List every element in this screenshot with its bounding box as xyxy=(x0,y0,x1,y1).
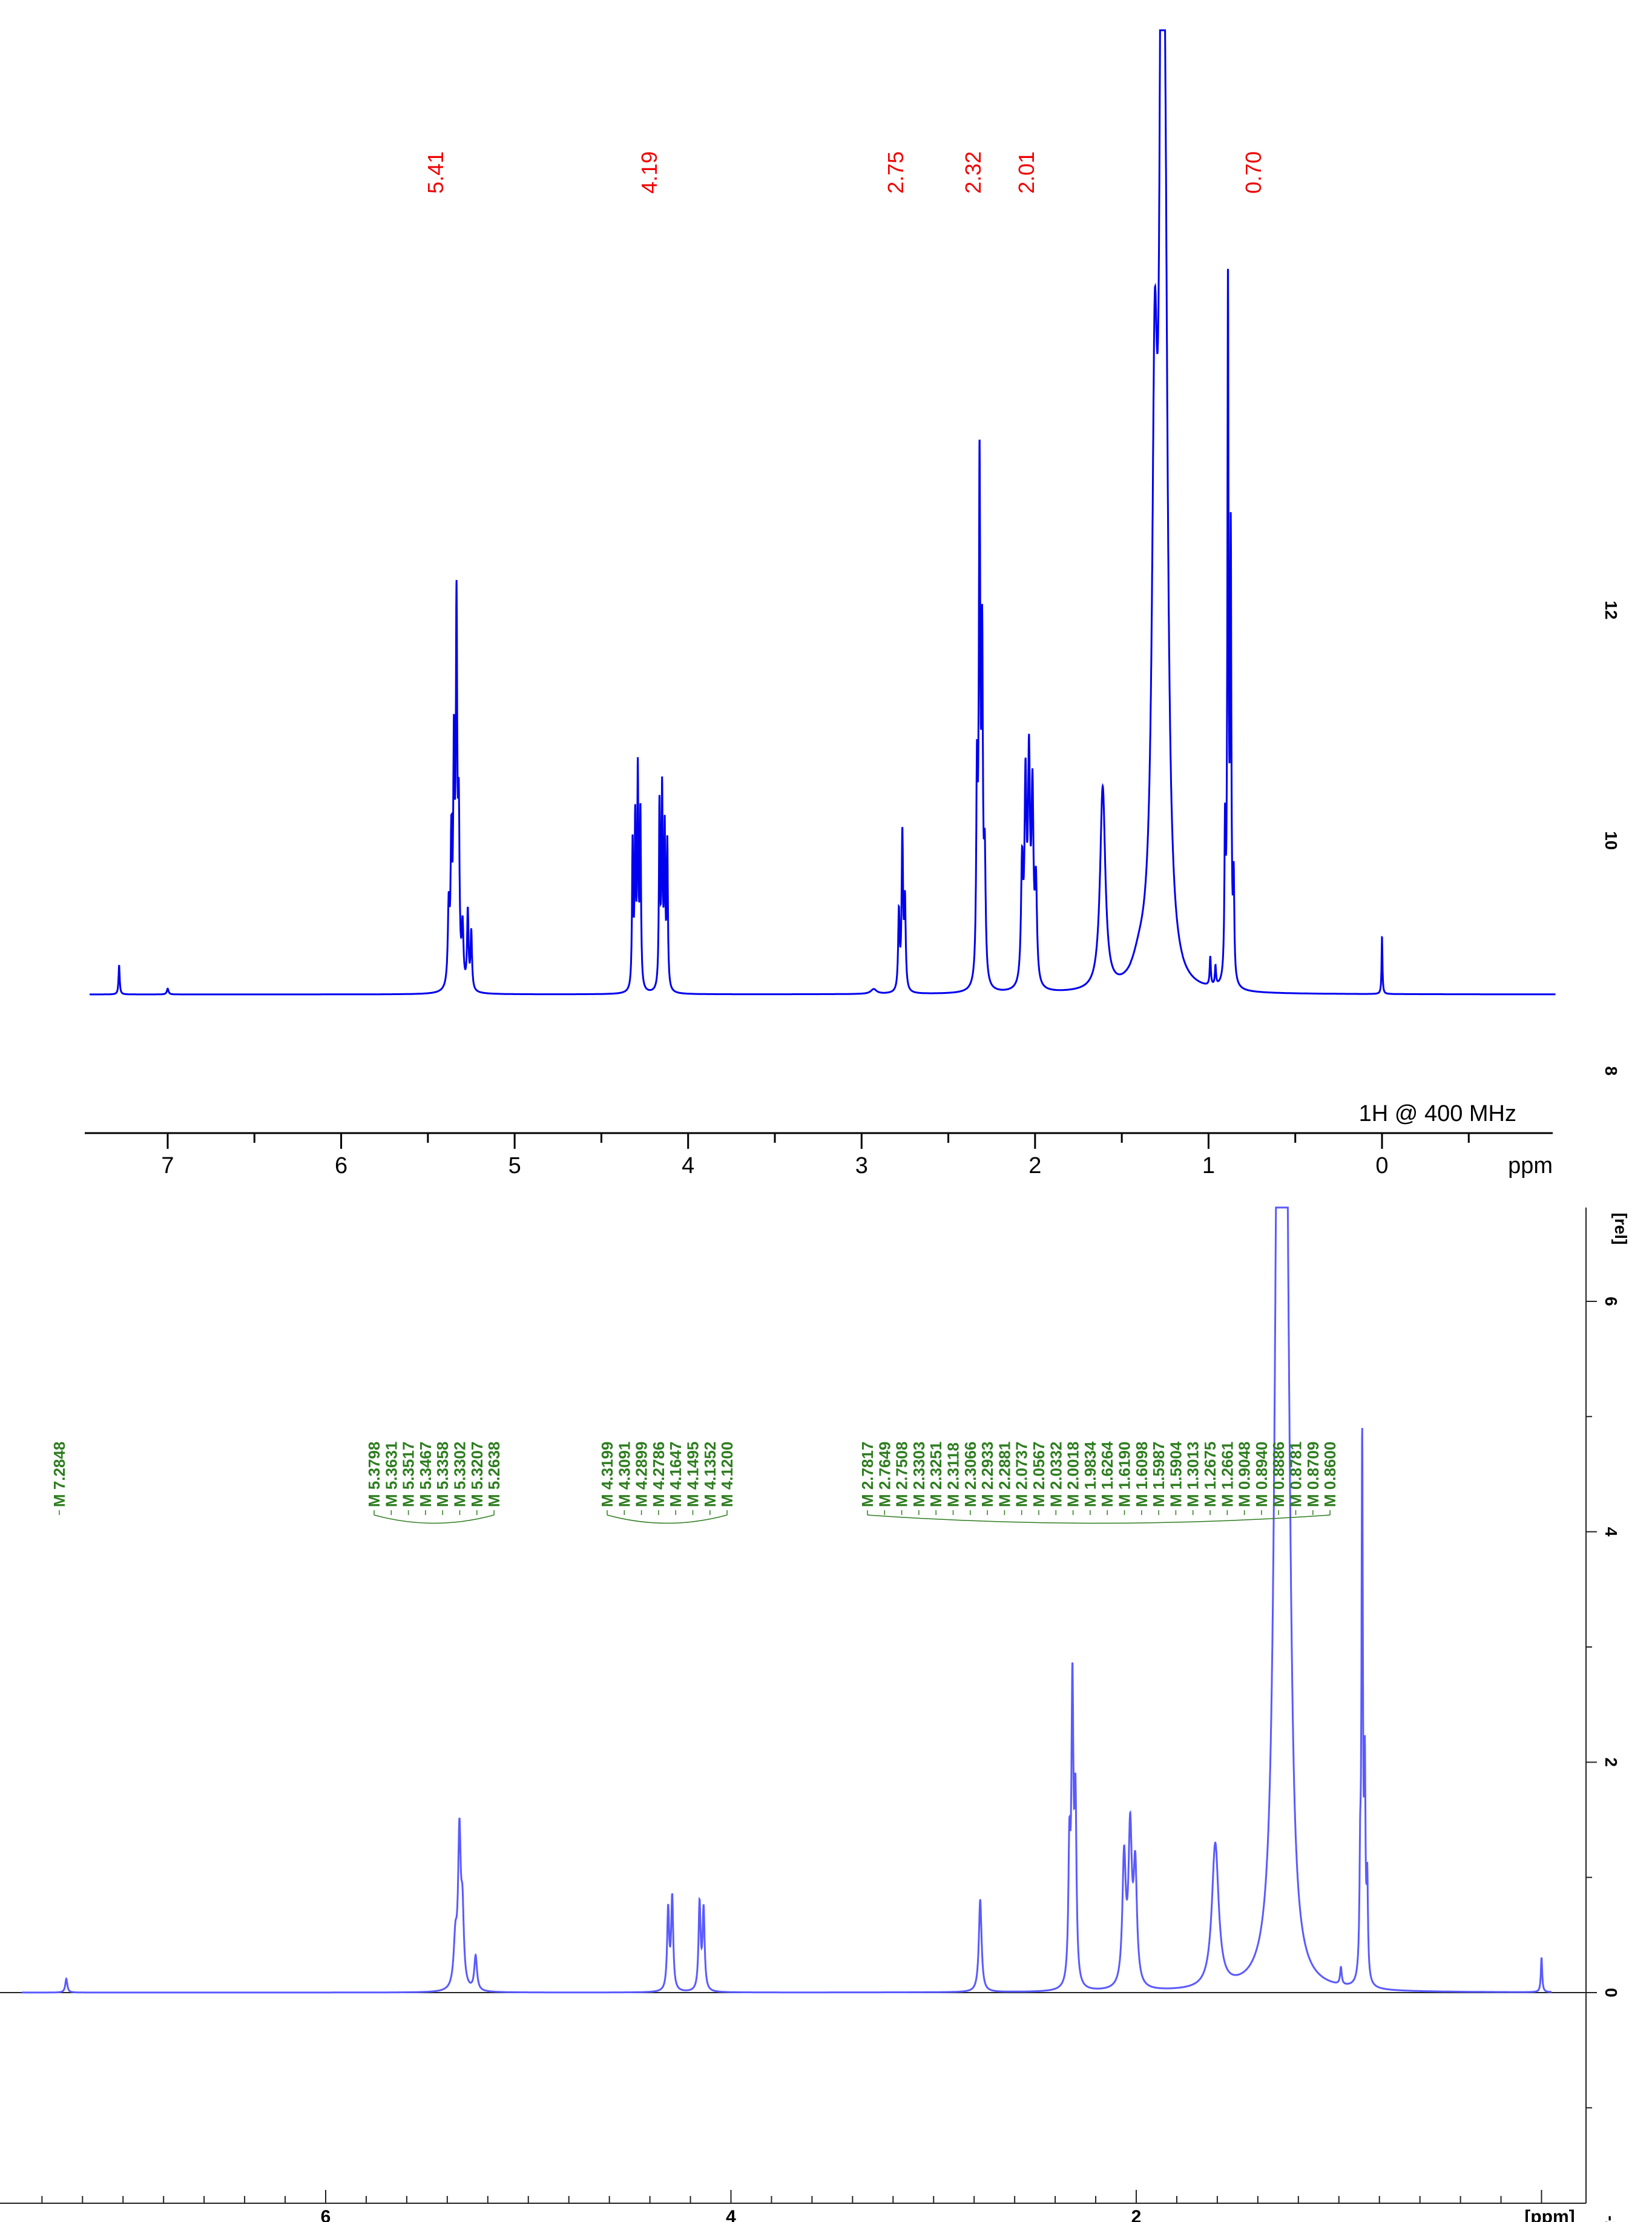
bottom-x-tick-label: 4 xyxy=(726,2207,736,2222)
bottom-x-axis-label: [ppm] xyxy=(1524,2207,1575,2222)
multiplet-label: M 4.1352 xyxy=(701,1442,719,1507)
bottom-y-tick-label: 0 xyxy=(1602,1988,1621,1997)
multiplet-brace xyxy=(374,1514,495,1524)
bottom-y-tick-label: 10 xyxy=(1602,831,1621,850)
bottom-y-tick-label: 2 xyxy=(1602,1758,1621,1767)
multiplet-label: M 5.3631 xyxy=(382,1442,400,1507)
top-peak-labels: 5.41 4.19 2.75 2.32 2.01 0.70 xyxy=(423,151,1266,194)
multiplet-label: M 1.2675 xyxy=(1201,1442,1219,1507)
multiplet-label: M 2.3251 xyxy=(927,1442,945,1507)
instrument-label: 1H @ 400 MHz xyxy=(1359,1101,1516,1126)
multiplet-label: M 1.6190 xyxy=(1116,1442,1134,1507)
multiplet-label: M 5.2638 xyxy=(485,1442,503,1507)
bottom-y-tick-label: 4 xyxy=(1602,1527,1621,1537)
bottom-x-tick-label: 2 xyxy=(1131,2207,1142,2222)
multiplet-label: M 4.1647 xyxy=(666,1442,685,1507)
top-tick-label: 7 xyxy=(161,1153,174,1178)
multiplet-label: M 1.9834 xyxy=(1081,1441,1099,1507)
top-tick-label: 5 xyxy=(508,1153,521,1178)
top-x-axis-label: ppm xyxy=(1508,1153,1553,1178)
multiplet-label: M 2.7817 xyxy=(858,1442,877,1507)
multiplet-label: M 1.5987 xyxy=(1150,1442,1168,1507)
multiplet-label: M 4.2786 xyxy=(650,1442,668,1507)
top-peak-label: 2.32 xyxy=(961,151,986,194)
multiplet-label: M 1.6098 xyxy=(1133,1442,1151,1507)
multiplet-label: M 2.3066 xyxy=(961,1442,979,1507)
multiplet-label: M 2.0018 xyxy=(1064,1442,1082,1507)
multiplet-label: M 4.3199 xyxy=(598,1442,616,1507)
top-tick-label: 1 xyxy=(1202,1153,1215,1178)
multiplet-label: M 1.6264 xyxy=(1098,1441,1116,1507)
multiplet-label: M 0.8886 xyxy=(1269,1442,1288,1507)
multiplet-label: M 4.1200 xyxy=(718,1442,736,1507)
multiplet-label: M 2.0332 xyxy=(1047,1442,1065,1507)
multiplet-label: M 2.0567 xyxy=(1030,1442,1048,1507)
multiplet-label: M 4.2899 xyxy=(633,1442,651,1507)
top-peak-label: 2.01 xyxy=(1014,151,1039,194)
bottom-y-axis-label: [rel] xyxy=(1611,1213,1630,1245)
multiplet-label: M 1.3013 xyxy=(1184,1442,1202,1507)
multiplet-label: M 4.3091 xyxy=(615,1442,633,1507)
top-tick-label: 3 xyxy=(855,1153,868,1178)
multiplet-label: M 2.2933 xyxy=(978,1442,996,1507)
multiplet-label: M 5.3207 xyxy=(468,1442,486,1507)
bottom-x-ticks: 6 4 2 xyxy=(41,2190,1542,2222)
multiplet-label: M 5.3358 xyxy=(433,1442,452,1507)
multiplet-label: M 2.3303 xyxy=(910,1442,928,1507)
multiplet-label: M 5.3517 xyxy=(400,1442,418,1507)
multiplet-label: M 2.3118 xyxy=(944,1442,963,1507)
multiplet-brace xyxy=(867,1514,1331,1524)
multiplet-label: M 2.0737 xyxy=(1013,1442,1031,1507)
top-peak-label: 4.19 xyxy=(637,151,662,194)
multiplet-label: M 1.5904 xyxy=(1167,1441,1185,1507)
multiplet-label: M 0.8600 xyxy=(1321,1442,1339,1507)
multiplet-label: M 0.9048 xyxy=(1236,1442,1254,1507)
multiplet-label: M 7.2848 xyxy=(50,1442,68,1507)
bottom-y-tick-label: -2 xyxy=(1602,2215,1621,2222)
multiplet-label: M 0.8781 xyxy=(1287,1442,1305,1507)
top-peak-label: 5.41 xyxy=(423,151,448,194)
top-tick-label: 4 xyxy=(682,1153,694,1178)
multiplet-label: M 2.7649 xyxy=(875,1442,893,1507)
top-peak-label: 0.70 xyxy=(1241,151,1266,194)
multiplet-label: M 5.3467 xyxy=(416,1442,435,1507)
bottom-y-tick-label: 6 xyxy=(1602,1297,1621,1306)
top-tick-label: 0 xyxy=(1375,1153,1388,1178)
top-tick-label: 6 xyxy=(335,1153,347,1178)
multiplet-label: M 5.3302 xyxy=(451,1442,469,1507)
bottom-x-tick-label: 6 xyxy=(321,2207,331,2222)
multiplet-label: M 4.1495 xyxy=(684,1442,702,1507)
bottom-y-tick-label: 12 xyxy=(1602,600,1621,619)
top-spectrum: 5.41 4.19 2.75 2.32 2.01 0.70 7 6 5 4 3 2 1 0 1H @ 4… xyxy=(85,29,1556,1178)
multiplet-label: M 5.3798 xyxy=(365,1442,383,1507)
multiplet-label: M 2.2881 xyxy=(995,1442,1013,1507)
top-peak-label: 2.75 xyxy=(883,151,908,194)
multiplet-brace xyxy=(607,1514,728,1524)
multiplet-label: M 0.8940 xyxy=(1252,1442,1271,1507)
multiplet-label: M 2.7508 xyxy=(893,1442,911,1507)
bottom-y-ticks: -2 0 2 4 6 8 10 12 xyxy=(1586,600,1621,2222)
multiplet-label: M 1.2661 xyxy=(1218,1442,1236,1507)
bottom-spectrum-trace xyxy=(21,1206,1552,1994)
multiplet-label: M 0.8709 xyxy=(1304,1442,1322,1507)
bottom-y-tick-label: 8 xyxy=(1602,1067,1621,1076)
top-spectrum-trace xyxy=(90,29,1556,996)
top-tick-label: 2 xyxy=(1028,1153,1041,1178)
top-x-ticks: 7 6 5 4 3 2 1 0 xyxy=(161,1133,1470,1178)
